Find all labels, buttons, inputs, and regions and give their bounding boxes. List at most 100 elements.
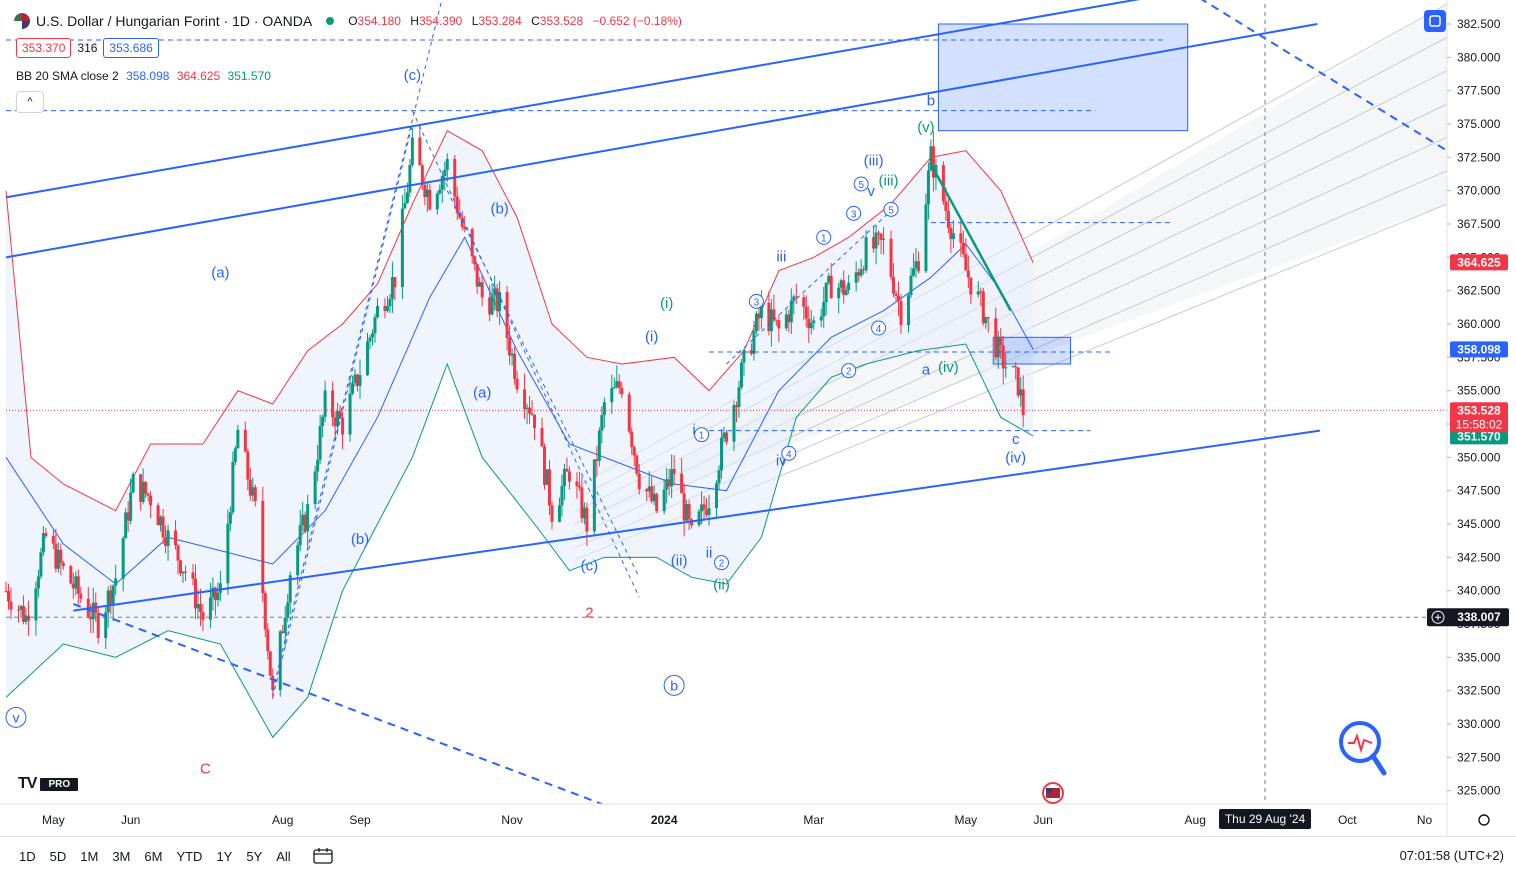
- candle-body: [358, 375, 362, 386]
- candle-body: [652, 493, 656, 502]
- candle-body: [759, 302, 763, 318]
- candle-body: [1014, 366, 1018, 368]
- candle-body: [610, 388, 614, 403]
- candle-body: [700, 504, 704, 512]
- channel-line: [73, 429, 1320, 612]
- candle-body: [565, 468, 569, 472]
- x-tick-label: Aug: [1185, 813, 1206, 827]
- timeframe-5y[interactable]: 5Y: [246, 848, 263, 864]
- candle-body: [969, 277, 973, 295]
- settings-gear-icon[interactable]: [1478, 814, 1490, 826]
- wave-label: (ii): [671, 552, 688, 569]
- candle-body: [1011, 366, 1015, 368]
- buy-price-button[interactable]: 353.686: [103, 38, 159, 58]
- candle-body: [897, 296, 901, 301]
- indicator-legend[interactable]: BB 20 SMA close 2 358.098 364.625 351.57…: [16, 69, 271, 83]
- candle-body: [124, 512, 128, 539]
- y-tick-label: 362.500: [1457, 284, 1501, 298]
- candle-body: [301, 514, 305, 526]
- candle-body: [812, 320, 816, 324]
- wave-label: (i): [660, 295, 673, 312]
- collapse-legend-button[interactable]: ^: [16, 91, 44, 113]
- candle-body: [198, 604, 202, 612]
- candle-body: [368, 337, 372, 342]
- candle-body: [370, 333, 374, 338]
- candle-body: [44, 533, 48, 536]
- candle-body: [582, 507, 586, 519]
- candle-body: [670, 468, 674, 487]
- candle-body: [749, 350, 753, 354]
- candle-body: [612, 387, 616, 389]
- candle-body: [600, 415, 604, 431]
- indicator-name[interactable]: BB 20 SMA close 2: [16, 69, 119, 83]
- candle-body: [757, 313, 761, 318]
- timeframe-1d[interactable]: 1D: [19, 848, 36, 864]
- candle-body: [732, 405, 736, 442]
- candle-body: [405, 192, 409, 203]
- bb-upper-value: 364.625: [176, 69, 221, 83]
- candle-body: [844, 290, 848, 295]
- candle-body: [862, 269, 866, 271]
- timeframe-1y[interactable]: 1Y: [216, 848, 233, 864]
- candle-body: [911, 268, 915, 276]
- candle-body: [336, 411, 340, 427]
- timeframe-all[interactable]: All: [276, 848, 291, 864]
- timeframe-1m[interactable]: 1M: [80, 848, 99, 864]
- circled-wave-marker: [714, 555, 730, 571]
- candle-body: [348, 393, 352, 435]
- candle-body: [146, 493, 150, 496]
- candle-body: [767, 302, 771, 332]
- candle-body: [1019, 389, 1023, 396]
- x-tick-label: May: [954, 813, 977, 827]
- timeframe-6m[interactable]: 6M: [144, 848, 163, 864]
- candle-body: [388, 298, 392, 307]
- y-tick-label: 382.500: [1457, 17, 1501, 31]
- magnifier-handle: [1370, 753, 1387, 776]
- candle-body: [585, 507, 589, 532]
- layout-square-icon[interactable]: [1424, 10, 1446, 32]
- symbol-title[interactable]: U.S. Dollar / Hungarian Forint · 1D · OA…: [36, 13, 313, 29]
- calendar-range-icon[interactable]: [312, 848, 334, 864]
- timeframe-ytd[interactable]: YTD: [176, 848, 203, 864]
- magnifier-pulse-icon: [1339, 721, 1381, 763]
- candle-body: [365, 341, 369, 376]
- candle-body: [176, 545, 180, 561]
- circled-wave-label: 2: [719, 559, 725, 570]
- candle-body: [650, 486, 654, 502]
- candle-body: [874, 232, 878, 249]
- candle-body: [822, 302, 826, 317]
- clock-display[interactable]: 07:01:58 (UTC+2): [1399, 848, 1504, 863]
- price-badge: [1450, 254, 1508, 271]
- candle-body: [266, 629, 270, 652]
- candle-body: [752, 331, 756, 354]
- x-tick-label: Aug: [272, 813, 293, 827]
- timeframe-3m[interactable]: 3M: [112, 848, 131, 864]
- wave-label: b: [927, 92, 935, 109]
- candle-body: [1016, 367, 1020, 396]
- circled-wave-label: 2: [846, 367, 852, 378]
- bb-upper-line: [5, 129, 1034, 512]
- wave-label: (iv): [1005, 450, 1026, 467]
- candle-body: [156, 505, 160, 526]
- candle-body: [1004, 367, 1008, 369]
- candle-body: [859, 269, 863, 276]
- candle-body: [331, 390, 335, 418]
- sell-price-button[interactable]: 353.370: [16, 38, 72, 58]
- candle-body: [144, 481, 148, 494]
- candle-body: [986, 317, 990, 319]
- timeframe-5d[interactable]: 5D: [49, 848, 67, 864]
- price-badge: [1450, 428, 1508, 445]
- circled-wave-label: 3: [851, 209, 857, 220]
- symbol-header[interactable]: U.S. Dollar / Hungarian Forint · 1D · OA…: [14, 10, 688, 32]
- tradingview-logo[interactable]: TV PRO: [18, 775, 79, 792]
- candle-body: [191, 572, 195, 579]
- wave-label: i: [692, 422, 695, 439]
- candle-body: [460, 217, 464, 227]
- candle-body: [114, 578, 118, 586]
- y-tick-label: 332.500: [1457, 684, 1501, 698]
- candle-body: [356, 374, 360, 386]
- bottom-toolbar: 1D 5D 1M 3M 6M YTD 1Y 5Y All 07:01:58 (U…: [0, 836, 1516, 875]
- candle-body: [480, 282, 484, 298]
